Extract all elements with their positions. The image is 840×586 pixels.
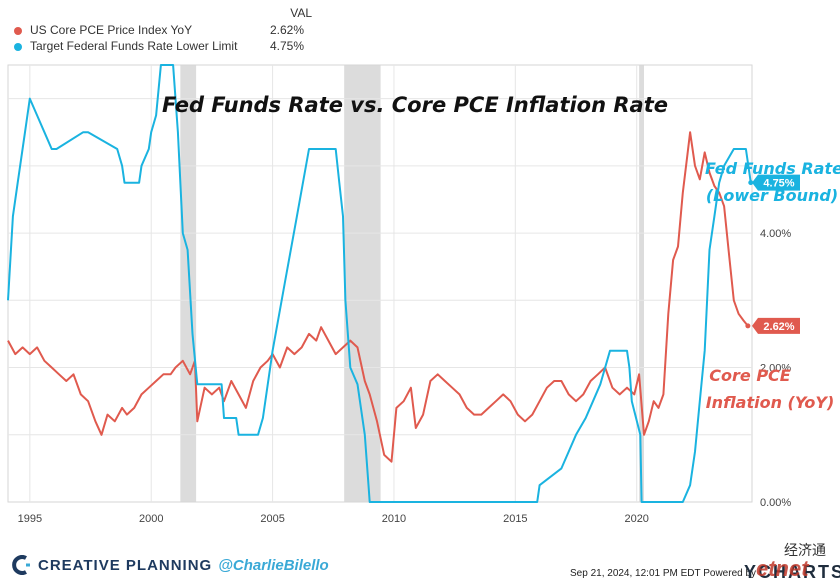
annotation-fed-funds-line2: (Lower Bound) (706, 186, 838, 205)
footer-branding: CREATIVE PLANNING @CharlieBilello (12, 554, 329, 576)
series-line-fed-funds (7, 64, 752, 503)
legend-item-core-pce[interactable]: US Core PCE Price Index YoY 2.62% (8, 22, 308, 38)
legend-dot-core-pce (14, 27, 22, 35)
series-line-core-pce (7, 131, 749, 463)
legend-value-header: VAL (290, 6, 312, 20)
legend-value: 2.62% (269, 23, 304, 37)
y-tick-label: 2.00% (760, 363, 791, 375)
legend-value: 4.75% (269, 39, 304, 53)
author-handle[interactable]: @CharlieBilello (218, 556, 329, 574)
chart-labels: 2.62% 4.75% Fed Funds Rate vs. Core PCE In… (162, 93, 840, 412)
watermark-etnet: etnet (756, 556, 809, 581)
end-value-label-core-pce: 2.62% (763, 321, 794, 333)
legend-label: Target Federal Funds Rate Lower Limit (30, 39, 238, 53)
legend-label: US Core PCE Price Index YoY (30, 23, 193, 37)
brand-name: CREATIVE PLANNING (38, 556, 213, 574)
end-point-core-pce (745, 323, 751, 329)
creative-planning-logo-icon (12, 555, 30, 575)
end-point-fed-funds (748, 180, 754, 186)
x-tick-label: 2000 (139, 513, 163, 525)
x-tick-label: 2005 (260, 513, 284, 525)
ycharts-logo[interactable]: YCHARTS (744, 562, 840, 582)
footer-timestamp: Sep 21, 2024, 12:01 PM EDT Powered by (570, 568, 757, 579)
legend-dot-fed-funds (14, 43, 22, 51)
y-tick-label: 0.00% (760, 497, 791, 509)
x-tick-label: 1995 (18, 513, 42, 525)
annotation-core-pce-line2: Inflation (YoY) (706, 393, 835, 412)
chart-title: Fed Funds Rate vs. Core PCE Inflation Ra… (162, 93, 668, 117)
x-tick-label: 2015 (503, 513, 527, 525)
end-value-label-fed-funds: 4.75% (763, 178, 794, 190)
recession-band (344, 65, 381, 502)
recession-band (180, 65, 197, 502)
recession-bands (180, 65, 644, 502)
end-value-tag-fed-funds (752, 174, 800, 191)
recession-band (639, 65, 644, 502)
series-lines (7, 64, 752, 503)
x-tick-label: 2020 (624, 513, 648, 525)
end-value-tag-core-pce (752, 317, 800, 334)
axis-ticks: 1995 2000 2005 2010 2015 2020 0.00% 2.00% 4.00% (18, 228, 792, 525)
grid-lines (7, 64, 753, 503)
watermark-chinese: 经济通 (784, 542, 826, 558)
y-tick-label: 4.00% (760, 228, 791, 240)
legend-item-fed-funds[interactable]: Target Federal Funds Rate Lower Limit 4.… (8, 38, 308, 54)
annotation-fed-funds-line1: Fed Funds Rate (705, 159, 840, 178)
x-tick-label: 2010 (382, 513, 406, 525)
annotation-core-pce-line1: Core PCE (709, 366, 791, 385)
